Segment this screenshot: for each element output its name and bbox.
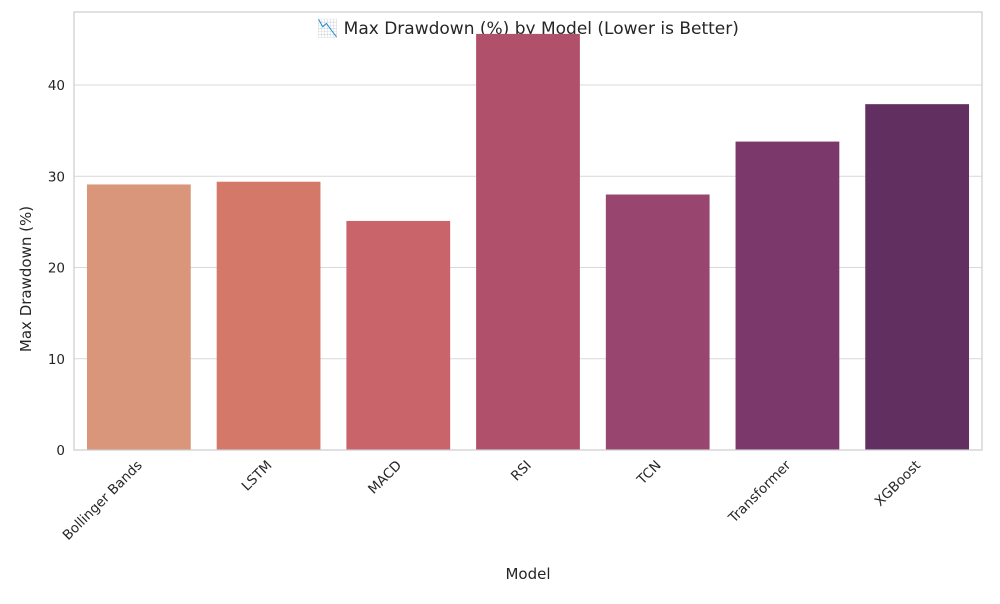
bar-macd (346, 220, 451, 450)
x-axis-label: Model (505, 565, 550, 583)
y-tick-labels: 0 10 20 30 40 (48, 78, 65, 459)
bar-lstm (216, 181, 321, 450)
x-tick-label: XGBoost (872, 458, 924, 510)
bar-xgboost (865, 104, 970, 450)
x-tick-label: Transformer (725, 457, 795, 527)
plot-frame (73, 11, 983, 451)
y-tick-label: 20 (48, 261, 65, 277)
y-tick-label: 0 (56, 443, 65, 459)
y-axis-label: Max Drawdown (%) (17, 206, 35, 352)
axes-frame (73, 11, 983, 451)
y-tick-label: 30 (48, 169, 65, 185)
x-tick-labels: Bollinger Bands LSTM MACD RSI TCN Transformer… (60, 457, 924, 543)
x-tick-label: LSTM (239, 458, 276, 495)
chart-title: 📉 Max Drawdown (%) by Model (Lower is Be… (317, 18, 739, 39)
bar-tcn (605, 194, 710, 450)
bar-bollinger-bands (86, 184, 191, 450)
x-tick-label: TCN (633, 458, 664, 489)
y-tick-label: 40 (48, 78, 65, 94)
bar-rsi (476, 33, 580, 451)
bars (86, 33, 970, 451)
x-tick-label: RSI (508, 458, 535, 485)
bar-transformer (735, 141, 840, 450)
x-tick-label: MACD (365, 458, 405, 498)
y-tick-label: 10 (48, 352, 65, 368)
x-tick-label: Bollinger Bands (60, 458, 146, 544)
